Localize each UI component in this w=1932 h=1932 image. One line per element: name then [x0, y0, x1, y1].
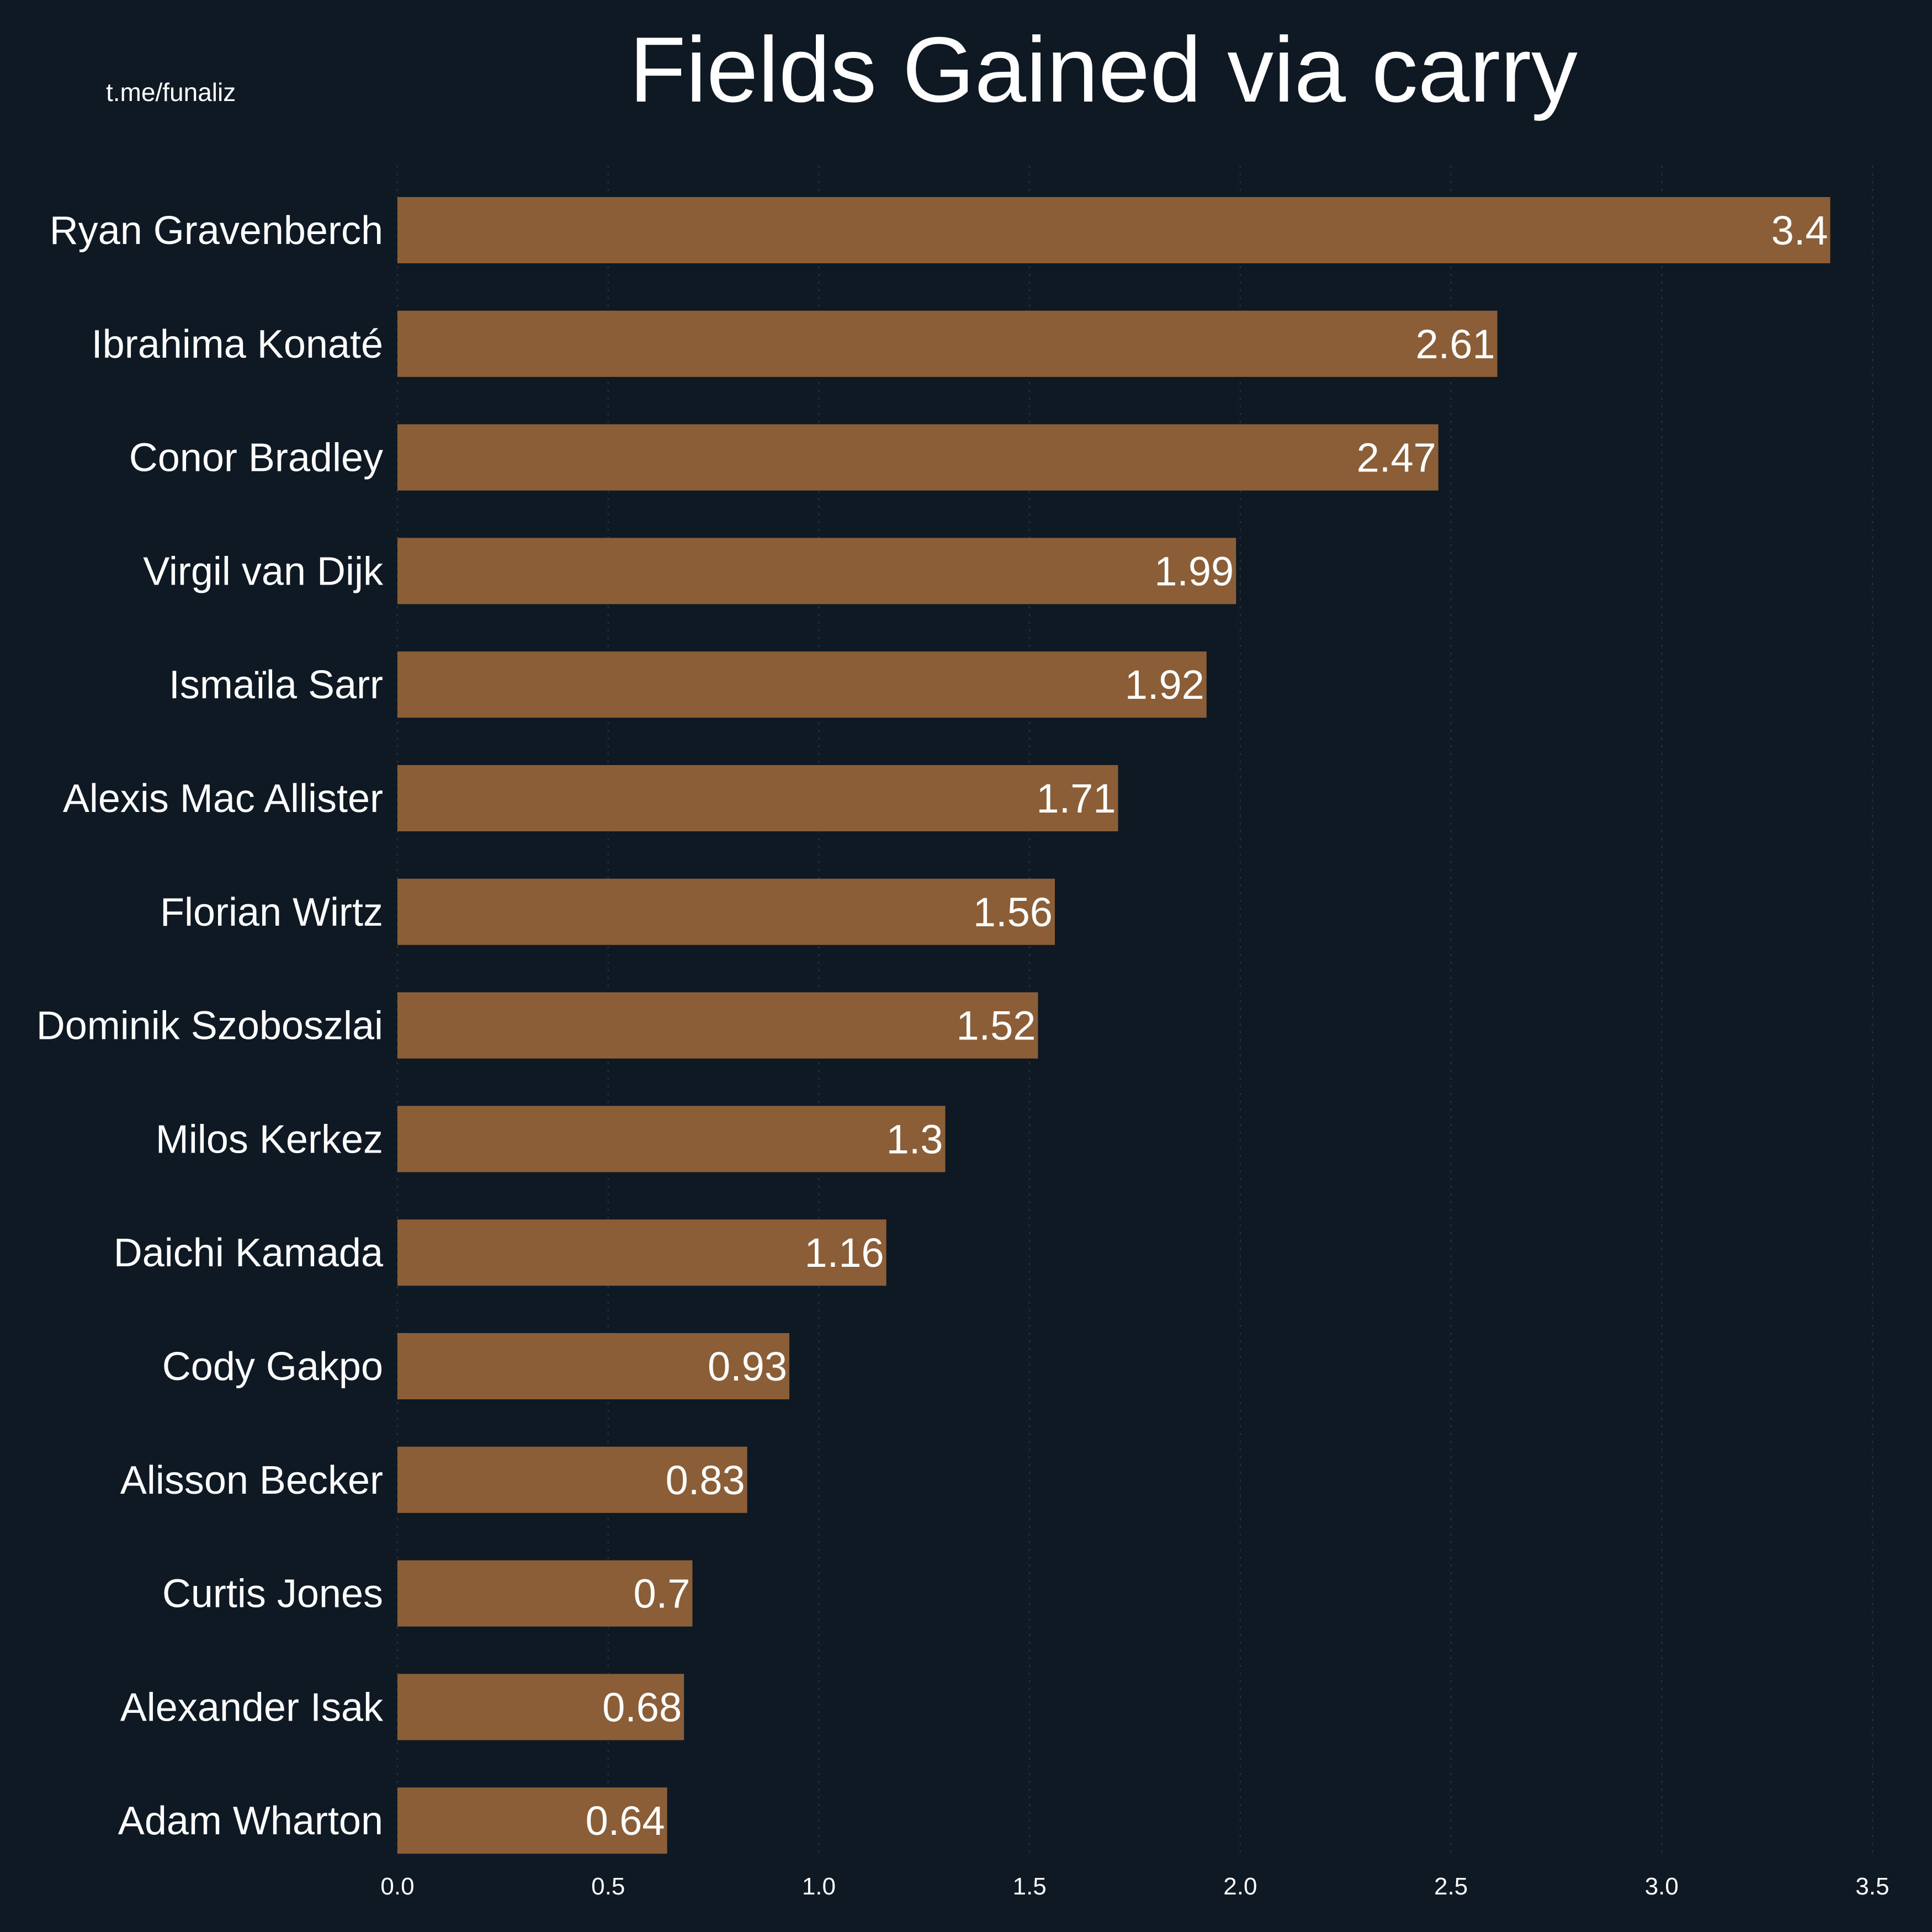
x-tick-labels: 0.0 0.5 1.0 1.5 2.0 2.5 3.0 3.5: [380, 1873, 1889, 1900]
bar: [397, 1333, 789, 1399]
data-label: 0.68: [602, 1684, 682, 1730]
category-label: Daichi Kamada: [114, 1231, 384, 1275]
bar: [397, 310, 1498, 377]
value-labels: 3.4 2.61 2.47 1.99 1.92 1.71 1.56 1.52 1.3 1.16 0.…: [586, 208, 1828, 1844]
data-label: 3.4: [1771, 208, 1828, 253]
bar: [397, 992, 1038, 1059]
x-tick-label: 3.5: [1855, 1873, 1889, 1900]
category-label: Virgil van Dijk: [143, 549, 384, 593]
x-tick-label: 2.0: [1223, 1873, 1257, 1900]
bar: [397, 765, 1118, 831]
chart-title: Fields Gained via carry: [629, 18, 1578, 121]
data-label: 2.47: [1357, 435, 1436, 481]
category-labels: Ryan Gravenberch Ibrahima Konaté Conor Bra…: [36, 209, 384, 1843]
x-tick-label: 0.5: [591, 1873, 625, 1900]
bar: [397, 878, 1055, 945]
data-label: 1.3: [887, 1116, 943, 1162]
x-tick-label: 0.0: [380, 1873, 414, 1900]
data-label: 0.83: [666, 1457, 745, 1503]
bar: [397, 651, 1207, 718]
data-label: 1.52: [956, 1003, 1036, 1049]
data-label: 0.93: [708, 1344, 787, 1389]
category-label: Cody Gakpo: [162, 1345, 383, 1389]
x-tick-label: 3.0: [1645, 1873, 1679, 1900]
category-label: Ismaïla Sarr: [169, 663, 383, 707]
bar: [397, 538, 1236, 604]
category-label: Florian Wirtz: [160, 890, 383, 935]
x-tick-label: 2.5: [1434, 1873, 1468, 1900]
category-label: Curtis Jones: [162, 1572, 383, 1616]
category-label: Alexander Isak: [120, 1685, 384, 1729]
data-label: 2.61: [1416, 321, 1495, 367]
category-label: Adam Wharton: [118, 1799, 383, 1843]
category-label: Alisson Becker: [120, 1458, 383, 1503]
data-label: 1.99: [1154, 548, 1234, 594]
bar: [397, 1787, 667, 1854]
category-label: Ryan Gravenberch: [50, 209, 383, 253]
category-label: Ibrahima Konaté: [92, 322, 383, 367]
x-tick-label: 1.5: [1013, 1873, 1047, 1900]
bar: [397, 1674, 684, 1740]
bars-group: [397, 197, 1830, 1854]
bar: [397, 424, 1439, 491]
category-label: Alexis Mac Allister: [63, 777, 383, 821]
data-label: 0.64: [586, 1798, 665, 1844]
data-label: 1.56: [973, 889, 1053, 935]
bar: [397, 1219, 887, 1286]
watermark: t.me/funaliz: [106, 78, 236, 107]
x-tick-label: 1.0: [802, 1873, 836, 1900]
bar: [397, 1560, 693, 1627]
data-label: 0.7: [634, 1571, 691, 1617]
data-label: 1.92: [1125, 662, 1204, 708]
bar: [397, 197, 1830, 263]
bar: [397, 1446, 747, 1513]
category-label: Milos Kerkez: [156, 1117, 383, 1161]
bar: [397, 1106, 946, 1172]
data-label: 1.16: [805, 1230, 884, 1276]
category-label: Conor Bradley: [129, 436, 383, 480]
category-label: Dominik Szoboszlai: [36, 1004, 383, 1048]
data-label: 1.71: [1036, 776, 1116, 821]
